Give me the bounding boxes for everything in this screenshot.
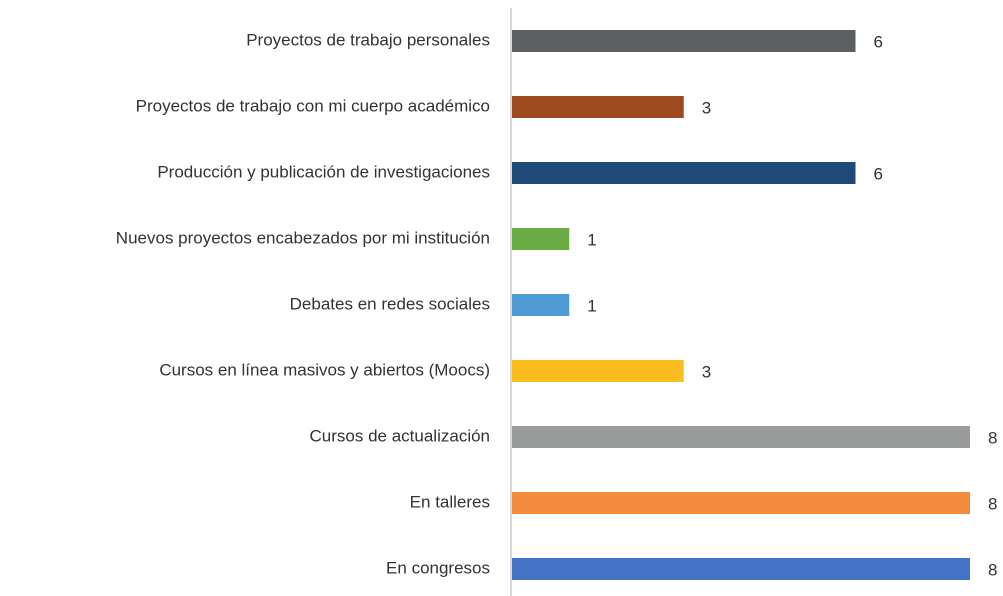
category-label: Producción y publicación de investigacio… [157, 162, 490, 181]
bar [512, 426, 970, 448]
category-label: Proyectos de trabajo personales [246, 30, 490, 49]
category-label: Proyectos de trabajo con mi cuerpo acadé… [136, 96, 490, 115]
value-label: 8 [988, 428, 997, 447]
category-label: Debates en redes sociales [290, 294, 490, 313]
category-label: En congresos [386, 558, 490, 577]
category-label: Cursos de actualización [310, 426, 490, 445]
value-label: 1 [587, 296, 596, 315]
bar [512, 162, 856, 184]
category-label: Cursos en línea masivos y abiertos (Mooc… [159, 360, 490, 379]
bar [512, 30, 856, 52]
bar [512, 294, 570, 316]
value-label: 3 [702, 98, 711, 117]
bar [512, 360, 684, 382]
value-label: 6 [874, 164, 883, 183]
bar [512, 558, 970, 580]
value-label: 1 [587, 230, 596, 249]
value-label: 6 [874, 32, 883, 51]
category-label: En talleres [410, 492, 490, 511]
value-label: 8 [988, 560, 997, 579]
value-label: 8 [988, 494, 997, 513]
category-label: Nuevos proyectos encabezados por mi inst… [116, 228, 490, 247]
bar [512, 228, 570, 250]
bar [512, 492, 970, 514]
value-label: 3 [702, 362, 711, 381]
bar [512, 96, 684, 118]
